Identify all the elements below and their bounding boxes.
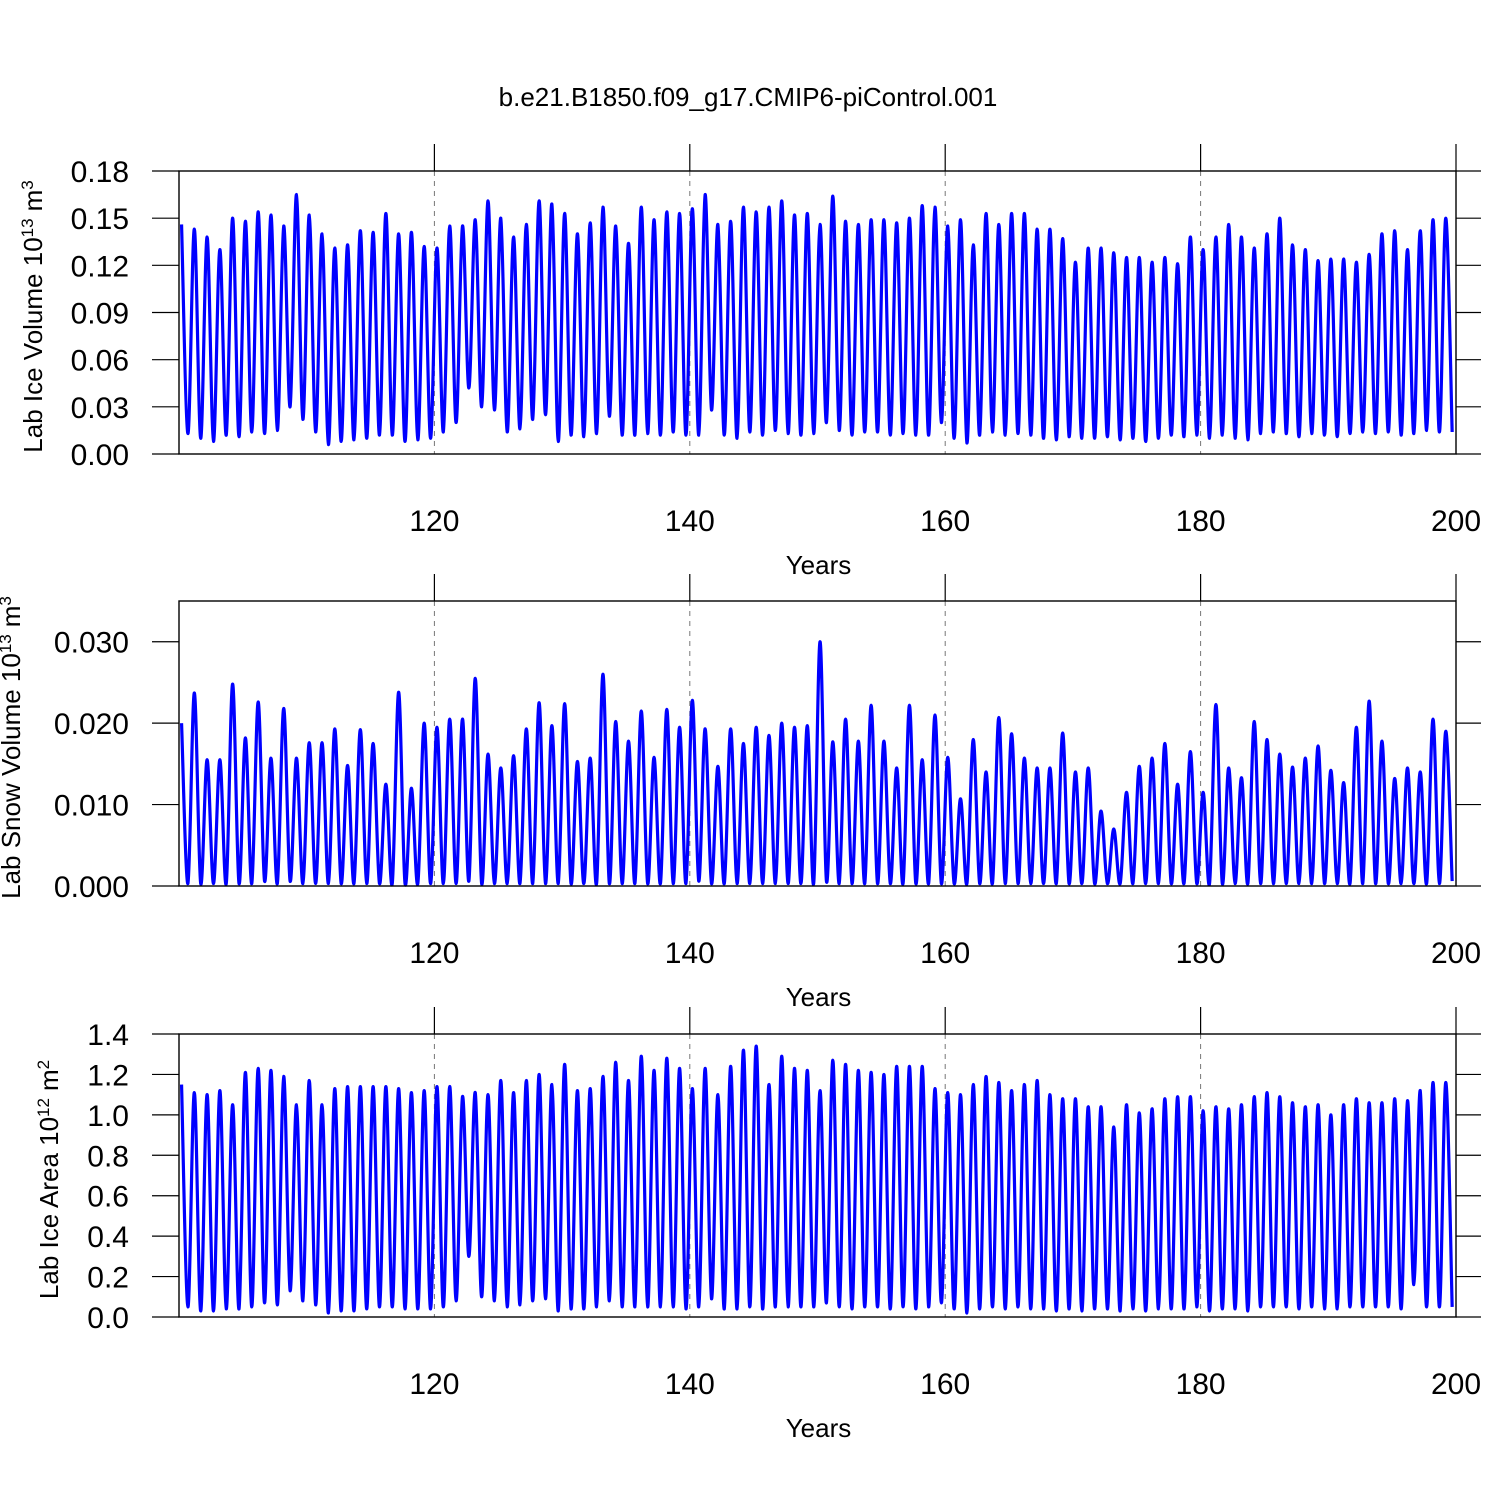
y-label-text: m (0, 606, 26, 628)
x-tick-label: 140 (665, 937, 715, 970)
y-tick-label: 0.12 (71, 250, 129, 283)
y-label-exponent: 12 (34, 1098, 53, 1117)
y-tick-label: 0.00 (71, 439, 129, 472)
y-label-text: m (34, 1069, 64, 1091)
y-tick-label: 0.2 (87, 1262, 129, 1295)
x-tick-label: 120 (409, 505, 459, 538)
plot-frame (178, 1033, 1457, 1318)
x-tick-label: 120 (409, 1368, 459, 1401)
plot-frame (178, 170, 1457, 455)
x-tick-label: 120 (409, 937, 459, 970)
y-label-exponent: 13 (18, 218, 37, 237)
y-label-exponent: 2 (34, 1060, 53, 1069)
y-axis-label: Lab Ice Volume 1013 m3 (18, 180, 49, 452)
x-tick-label: 140 (665, 505, 715, 538)
y-axis-label: Lab Snow Volume 1013 m3 (0, 596, 26, 899)
data-line (179, 192, 1454, 447)
y-tick-label: 0.15 (71, 203, 129, 236)
y-label-exponent: 3 (18, 180, 37, 189)
y-tick-label: 0.18 (71, 156, 129, 189)
x-tick-label: 160 (920, 937, 970, 970)
y-axis-label: Lab Ice Area 1012 m2 (34, 1060, 65, 1299)
y-tick-label: 1.4 (87, 1019, 129, 1052)
x-tick-label: 140 (665, 1368, 715, 1401)
y-tick-label: 0.020 (54, 708, 129, 741)
data-line (179, 640, 1454, 887)
y-tick-label: 0.06 (71, 345, 129, 378)
x-tick-label: 160 (920, 1368, 970, 1401)
y-label-exponent: 13 (0, 634, 15, 653)
x-tick-label: 200 (1431, 937, 1481, 970)
y-tick-label: 1.0 (87, 1100, 129, 1133)
y-label-text: Lab Snow Volume 10 (0, 653, 26, 899)
x-tick-label: 180 (1176, 1368, 1226, 1401)
figure-title: b.e21.B1850.f09_g17.CMIP6-piControl.001 (499, 82, 998, 112)
x-axis-label: Years (786, 982, 852, 1012)
y-tick-label: 0.030 (54, 627, 129, 660)
data-line (179, 1044, 1454, 1315)
x-axis-label: Years (786, 550, 852, 580)
y-label-text: m (18, 190, 48, 212)
x-tick-label: 180 (1176, 505, 1226, 538)
y-tick-label: 0.09 (71, 298, 129, 331)
y-tick-label: 0.03 (71, 392, 129, 425)
y-label-text: Lab Ice Area 10 (34, 1117, 64, 1299)
plot-frame (178, 600, 1457, 887)
x-tick-label: 200 (1431, 1368, 1481, 1401)
x-axis-label: Years (786, 1413, 852, 1443)
y-tick-label: 0.010 (54, 790, 129, 823)
y-tick-label: 0.6 (87, 1181, 129, 1214)
y-tick-label: 0.000 (54, 871, 129, 904)
y-tick-label: 0.0 (87, 1302, 129, 1335)
y-tick-label: 1.2 (87, 1059, 129, 1092)
x-tick-label: 180 (1176, 937, 1226, 970)
x-tick-label: 160 (920, 505, 970, 538)
x-tick-label: 200 (1431, 505, 1481, 538)
y-tick-label: 0.8 (87, 1140, 129, 1173)
y-label-exponent: 3 (0, 596, 15, 605)
y-tick-label: 0.4 (87, 1221, 129, 1254)
y-label-text: Lab Ice Volume 10 (18, 237, 48, 452)
